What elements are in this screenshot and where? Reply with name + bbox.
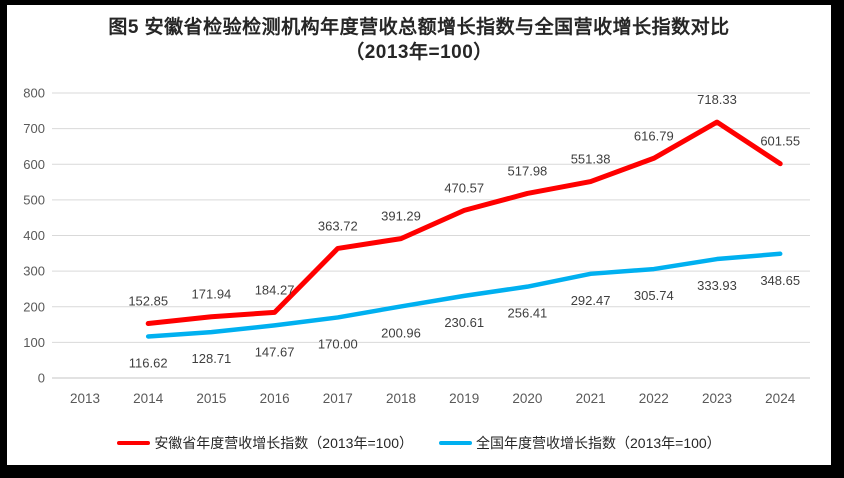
series-line-national (145, 251, 783, 339)
data-label: 601.55 (760, 134, 800, 149)
y-tick-label: 800 (23, 86, 45, 101)
y-tick-label: 0 (38, 371, 45, 386)
x-tick-label: 2024 (765, 391, 796, 406)
data-label: 152.85 (128, 294, 168, 309)
data-label: 391.29 (381, 209, 421, 224)
y-tick-label: 700 (23, 121, 45, 136)
data-label: 184.27 (255, 282, 295, 297)
chart-title-line2: （2013年=100） (345, 42, 493, 63)
x-tick-label: 2015 (196, 391, 226, 406)
chart-title: 图5 安徽省检验检测机构年度营收总额增长指数与全国营收增长指数对比 （2013年… (7, 15, 831, 65)
data-label: 470.57 (444, 180, 484, 195)
data-label: 292.47 (571, 293, 611, 308)
data-label: 616.79 (634, 128, 674, 143)
series-line-anhui (145, 119, 783, 327)
y-tick-label: 100 (23, 335, 45, 350)
x-tick-label: 2016 (260, 391, 290, 406)
data-label: 128.71 (192, 351, 232, 366)
data-label: 348.65 (760, 273, 800, 288)
data-label: 305.74 (634, 288, 674, 303)
data-label: 170.00 (318, 336, 358, 351)
data-label: 171.94 (192, 287, 232, 302)
x-tick-label: 2023 (702, 391, 732, 406)
x-tick-label: 2022 (639, 391, 669, 406)
chart-title-line1: 图5 安徽省检验检测机构年度营收总额增长指数与全国营收增长指数对比 (108, 17, 730, 38)
y-tick-label: 200 (23, 299, 45, 314)
x-tick-label: 2021 (576, 391, 606, 406)
chart-legend: 安徽省年度营收增长指数（2013年=100） 全国年度营收增长指数（2013年=… (7, 433, 831, 453)
legend-item-anhui: 安徽省年度营收增长指数（2013年=100） (117, 433, 413, 453)
y-tick-label: 300 (23, 264, 45, 279)
y-tick-label: 600 (23, 157, 45, 172)
data-label: 517.98 (508, 163, 548, 178)
data-label: 200.96 (381, 325, 421, 340)
y-tick-label: 500 (23, 192, 45, 207)
x-tick-label: 2019 (449, 391, 479, 406)
legend-blue-line-icon (439, 441, 472, 445)
data-label: 363.72 (318, 218, 358, 233)
x-tick-label: 2018 (386, 391, 416, 406)
data-label: 551.38 (571, 152, 611, 167)
x-tick-label: 2017 (323, 391, 353, 406)
legend-red-line-icon (117, 441, 151, 445)
y-tick-label: 400 (23, 228, 45, 243)
x-tick-label: 2014 (133, 391, 164, 406)
legend-label-anhui: 安徽省年度营收增长指数（2013年=100） (154, 435, 413, 451)
chart-canvas: 图5 安徽省检验检测机构年度营收总额增长指数与全国营收增长指数对比 （2013年… (7, 5, 831, 465)
x-tick-label: 2020 (512, 391, 542, 406)
data-label: 147.67 (255, 344, 295, 359)
line-chart-plot-area: 0 100 200 300 400 500 600 700 800 2013 2014 2015 201… (23, 86, 810, 406)
data-label: 718.33 (697, 92, 737, 107)
data-label: 256.41 (508, 306, 548, 321)
data-label: 333.93 (697, 278, 737, 293)
legend-item-national: 全国年度营收增长指数（2013年=100） (439, 433, 721, 453)
data-label: 230.61 (444, 315, 484, 330)
data-label: 116.62 (129, 355, 168, 370)
x-tick-label: 2013 (70, 391, 100, 406)
legend-label-national: 全国年度营收增长指数（2013年=100） (476, 435, 721, 451)
